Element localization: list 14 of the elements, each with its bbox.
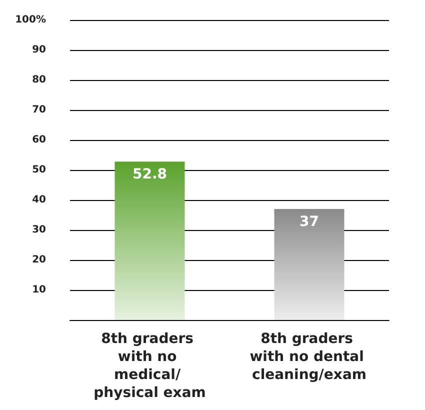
x-tick-label: 8th graders with no medical/ physical exam — [94, 331, 206, 401]
data-label: 37 — [300, 214, 319, 230]
y-tick-label: 40 — [32, 194, 46, 206]
y-tick-label: 90 — [32, 44, 46, 56]
y-tick-label: 50 — [32, 164, 46, 176]
y-tick-label: 100% — [15, 14, 46, 26]
y-tick-label: 10 — [32, 284, 46, 296]
data-label: 52.8 — [132, 166, 168, 183]
y-tick-label: 80 — [32, 74, 46, 86]
y-tick-label: 60 — [32, 134, 46, 146]
y-tick-label: 20 — [32, 254, 46, 266]
y-tick-label: 30 — [32, 224, 46, 236]
y-tick-label: 70 — [32, 104, 46, 116]
x-tick-label: 8th graders with no dental cleaning/exam — [250, 331, 369, 383]
